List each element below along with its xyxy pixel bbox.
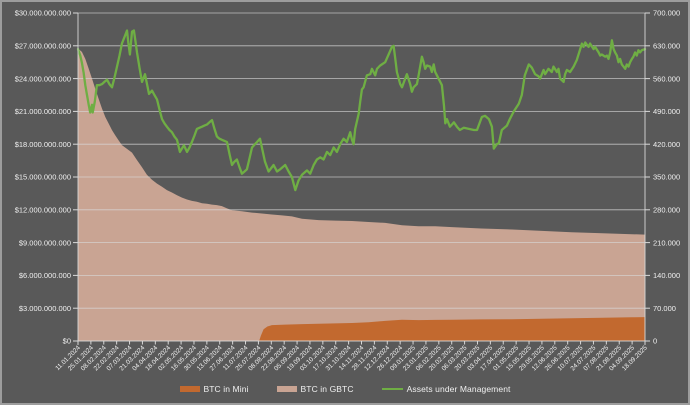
legend-item-btc-in-mini[interactable]: BTC in Mini [179,384,249,394]
left-axis-label: $18.000.000.000 [15,140,71,149]
left-axis-label: $6.000.000.000 [19,271,71,280]
right-axis-label: 210.000 [653,238,680,247]
left-axis-label: $12.000.000.000 [15,206,71,215]
legend-label: BTC in Mini [203,384,249,394]
mini-area [78,317,645,341]
legend-label: BTC in GBTC [300,384,354,394]
aum-line [76,29,647,192]
right-axis-label: 140.000 [653,271,680,280]
right-axis-label: 420.000 [653,140,680,149]
right-axis-label: 490.000 [653,107,680,116]
left-axis-label: $24.000.000.000 [15,74,71,83]
right-axis-label: 350.000 [653,173,680,182]
left-axis-label: $30.000.000.000 [15,9,71,18]
mini-area-swatch-icon [179,386,200,392]
left-axis-label: $27.000.000.000 [15,42,71,51]
gbtc-area [78,48,645,341]
left-axis-label: $21.000.000.000 [15,107,71,116]
right-axis-label: 0 [653,337,657,346]
right-axis-label: 630.000 [653,42,680,51]
left-axis-label: $0 [63,337,71,346]
right-axis-label: 560.000 [653,74,680,83]
gbtc-area-swatch-icon [276,386,297,392]
legend-label: Assets under Management [406,384,511,394]
left-axis-label: $9.000.000.000 [19,238,71,247]
right-axis-label: 700.000 [653,9,680,18]
aum-line-swatch-icon [381,387,403,391]
legend-item-aum[interactable]: Assets under Management [381,384,511,394]
left-axis-label: $15.000.000.000 [15,173,71,182]
right-axis-label: 70.000 [653,304,676,313]
chart-legend: BTC in Mini BTC in GBTC Assets under Man… [2,384,688,394]
right-axis-label: 280.000 [653,206,680,215]
left-axis-label: $3.000.000.000 [19,304,71,313]
legend-item-btc-in-gbtc[interactable]: BTC in GBTC [276,384,354,394]
